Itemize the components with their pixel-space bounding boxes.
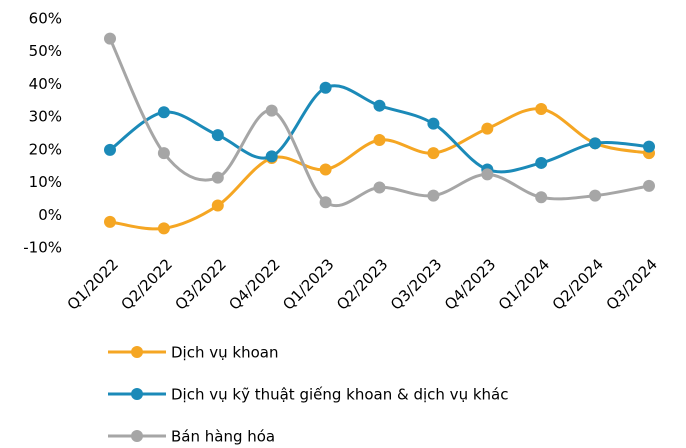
x-tick-label: Q3/2024: [603, 255, 661, 313]
x-tick-label: Q1/2023: [279, 255, 337, 313]
point: [157, 106, 170, 119]
point: [104, 32, 116, 45]
y-tick-label: -10%: [23, 239, 62, 257]
point: [104, 143, 116, 156]
point: [427, 117, 440, 130]
point: [427, 147, 440, 160]
legend-marker: [131, 388, 143, 400]
point: [319, 81, 332, 94]
point: [481, 168, 494, 181]
point: [373, 181, 386, 194]
series-line: [109, 107, 650, 231]
point: [643, 140, 655, 153]
point: [481, 122, 494, 135]
x-tick-label: Q2/2023: [333, 255, 391, 313]
point: [373, 99, 386, 112]
x-tick-label: Q4/2022: [225, 255, 283, 313]
point: [211, 171, 224, 184]
legend-marker: [131, 346, 143, 358]
y-tick-label: 60%: [29, 10, 62, 28]
point: [643, 179, 655, 192]
y-tick-label: 0%: [38, 206, 62, 224]
point: [373, 134, 386, 147]
legend-label: Dịch vụ khoan: [171, 344, 278, 362]
point: [535, 102, 548, 115]
x-tick-label: Q3/2023: [387, 255, 445, 313]
point: [589, 189, 602, 202]
x-tick-label: Q1/2022: [64, 255, 122, 313]
legend-label: Bán hàng hóa: [171, 428, 275, 446]
point: [157, 147, 170, 160]
x-tick-label: Q3/2022: [171, 255, 229, 313]
y-tick-label: 50%: [29, 42, 62, 60]
point: [535, 156, 548, 169]
point: [535, 191, 548, 204]
point: [211, 129, 224, 142]
y-tick-label: 30%: [29, 108, 62, 126]
y-tick-label: 20%: [29, 140, 62, 158]
point: [589, 137, 602, 150]
y-tick-label: 10%: [29, 173, 62, 191]
x-tick-label: Q2/2022: [118, 255, 176, 313]
x-tick-label: Q2/2024: [549, 255, 607, 313]
x-tick-label: Q1/2024: [495, 255, 553, 313]
series-line: [108, 37, 650, 208]
point: [265, 104, 278, 117]
x-tick-label: Q4/2023: [441, 255, 499, 313]
point: [319, 163, 332, 176]
legend-label: Dịch vụ kỹ thuật giếng khoan & dịch vụ k…: [171, 386, 508, 404]
series-line: [109, 84, 650, 174]
point: [104, 215, 116, 228]
y-tick-label: 40%: [29, 75, 62, 93]
legend-marker: [131, 430, 143, 442]
point: [211, 199, 224, 212]
point: [157, 222, 170, 235]
point: [319, 196, 332, 209]
point: [265, 150, 278, 163]
point: [427, 189, 440, 202]
